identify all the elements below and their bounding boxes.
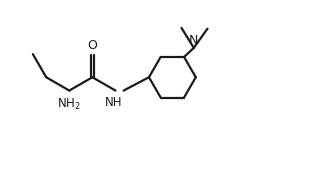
Text: N: N [189,34,198,47]
Text: NH: NH [105,96,123,109]
Text: O: O [87,39,97,52]
Text: NH$_2$: NH$_2$ [57,96,81,112]
